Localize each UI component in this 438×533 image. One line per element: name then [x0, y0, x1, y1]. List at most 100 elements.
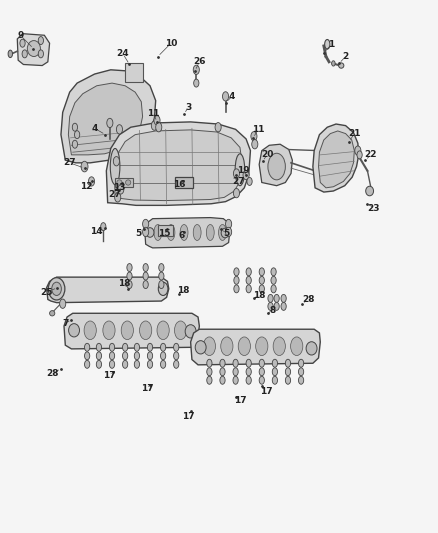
- Ellipse shape: [226, 219, 232, 229]
- Ellipse shape: [185, 325, 196, 338]
- Ellipse shape: [121, 321, 134, 340]
- Ellipse shape: [281, 302, 286, 310]
- Text: 5: 5: [135, 229, 141, 238]
- Ellipse shape: [143, 280, 148, 288]
- Ellipse shape: [123, 343, 128, 351]
- Ellipse shape: [226, 227, 232, 237]
- Ellipse shape: [110, 352, 115, 360]
- Ellipse shape: [81, 161, 88, 172]
- Ellipse shape: [123, 360, 128, 368]
- Ellipse shape: [8, 50, 12, 58]
- Ellipse shape: [154, 116, 160, 125]
- Ellipse shape: [110, 343, 115, 351]
- Text: 28: 28: [302, 295, 315, 304]
- Ellipse shape: [259, 368, 265, 376]
- Ellipse shape: [143, 227, 149, 237]
- Text: 17: 17: [141, 384, 153, 393]
- Ellipse shape: [259, 376, 265, 384]
- Ellipse shape: [246, 376, 251, 384]
- Polygon shape: [68, 83, 143, 155]
- Ellipse shape: [195, 341, 206, 354]
- Ellipse shape: [20, 39, 25, 47]
- Ellipse shape: [173, 343, 179, 351]
- Ellipse shape: [143, 272, 148, 280]
- Ellipse shape: [85, 343, 90, 351]
- Ellipse shape: [271, 268, 276, 276]
- Ellipse shape: [160, 343, 166, 351]
- Polygon shape: [145, 217, 230, 248]
- Ellipse shape: [88, 177, 95, 186]
- Text: 4: 4: [92, 124, 98, 133]
- Ellipse shape: [110, 360, 115, 368]
- Ellipse shape: [148, 360, 152, 368]
- Text: 24: 24: [117, 50, 129, 58]
- Text: 13: 13: [113, 183, 126, 192]
- Ellipse shape: [134, 343, 140, 351]
- Ellipse shape: [246, 268, 251, 276]
- Ellipse shape: [158, 282, 168, 295]
- Ellipse shape: [219, 224, 226, 240]
- Text: 26: 26: [193, 58, 205, 66]
- Text: 1: 1: [328, 40, 335, 49]
- Text: 4: 4: [229, 92, 235, 101]
- Ellipse shape: [233, 368, 238, 376]
- Text: 18: 18: [117, 279, 130, 288]
- Text: 19: 19: [237, 166, 249, 175]
- Ellipse shape: [256, 337, 268, 356]
- Ellipse shape: [220, 376, 225, 384]
- Ellipse shape: [60, 299, 66, 309]
- Bar: [125, 63, 143, 82]
- Ellipse shape: [233, 189, 240, 198]
- Ellipse shape: [274, 294, 279, 302]
- Ellipse shape: [251, 132, 257, 141]
- Ellipse shape: [220, 368, 225, 376]
- Text: 22: 22: [365, 150, 377, 159]
- Ellipse shape: [74, 131, 80, 139]
- Ellipse shape: [247, 177, 252, 185]
- Text: 14: 14: [90, 228, 103, 237]
- Ellipse shape: [355, 146, 361, 155]
- Ellipse shape: [207, 368, 212, 376]
- Ellipse shape: [113, 157, 120, 166]
- Ellipse shape: [180, 224, 188, 240]
- Ellipse shape: [118, 185, 124, 194]
- Ellipse shape: [159, 264, 164, 271]
- Ellipse shape: [268, 302, 273, 310]
- Ellipse shape: [48, 278, 65, 300]
- Ellipse shape: [286, 376, 290, 384]
- Ellipse shape: [223, 92, 229, 101]
- Text: 18: 18: [253, 291, 265, 300]
- Ellipse shape: [259, 359, 265, 367]
- Bar: [175, 176, 193, 188]
- Ellipse shape: [272, 376, 278, 384]
- Text: 18: 18: [177, 286, 190, 295]
- Ellipse shape: [298, 359, 304, 367]
- Polygon shape: [114, 130, 242, 200]
- Ellipse shape: [234, 285, 239, 293]
- Ellipse shape: [272, 359, 278, 367]
- Ellipse shape: [155, 123, 162, 132]
- Ellipse shape: [238, 337, 251, 356]
- Ellipse shape: [143, 264, 148, 271]
- Ellipse shape: [96, 352, 102, 360]
- Ellipse shape: [173, 360, 179, 368]
- Text: 27: 27: [108, 190, 120, 199]
- Ellipse shape: [174, 321, 187, 340]
- Ellipse shape: [117, 180, 122, 185]
- Ellipse shape: [273, 337, 286, 356]
- Ellipse shape: [271, 276, 276, 284]
- Ellipse shape: [154, 224, 162, 240]
- Polygon shape: [318, 131, 354, 188]
- Ellipse shape: [85, 360, 90, 368]
- Ellipse shape: [146, 228, 154, 237]
- Ellipse shape: [52, 282, 61, 295]
- Polygon shape: [259, 144, 292, 185]
- Ellipse shape: [148, 343, 152, 351]
- Text: 2: 2: [343, 52, 349, 61]
- Ellipse shape: [206, 224, 214, 240]
- Text: 27: 27: [64, 158, 76, 167]
- Ellipse shape: [110, 149, 120, 184]
- Ellipse shape: [115, 193, 121, 202]
- Ellipse shape: [207, 359, 212, 367]
- Ellipse shape: [357, 151, 362, 159]
